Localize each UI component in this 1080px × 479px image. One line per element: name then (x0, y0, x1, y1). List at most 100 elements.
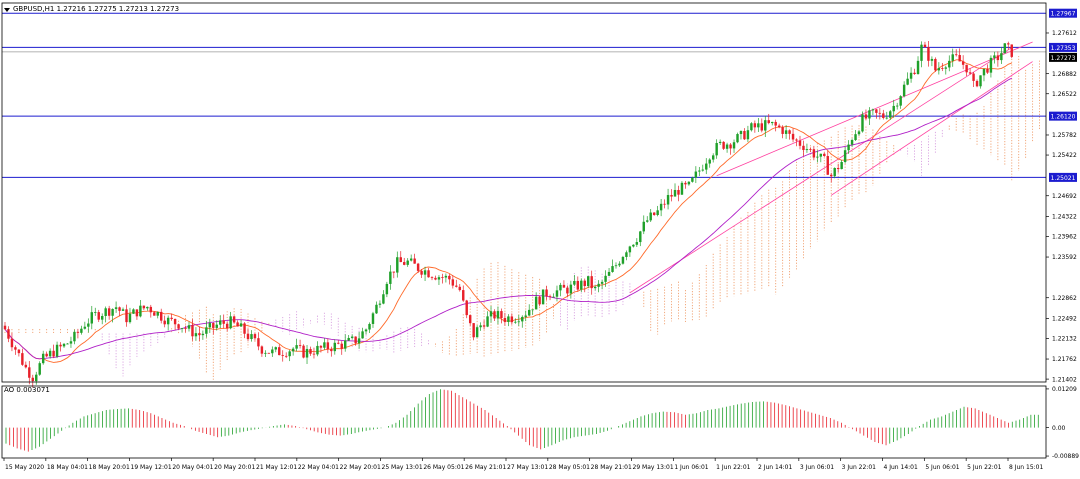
candle-body (413, 258, 416, 264)
candle-body (923, 44, 927, 48)
candle-body (24, 364, 28, 368)
candle-body (534, 296, 538, 310)
candle-body (899, 96, 902, 106)
candle-body (798, 140, 802, 146)
candle-body (264, 352, 267, 354)
ao-tick-label-1: 0.00 (1052, 425, 1066, 432)
candle-body (222, 320, 225, 324)
candle-body (510, 316, 514, 323)
candle-body (541, 289, 545, 305)
candle-body (691, 177, 694, 182)
candle-body (357, 338, 361, 344)
candle-body (982, 68, 986, 76)
candle-body (843, 150, 847, 162)
candle-body (750, 123, 753, 131)
candle-body (625, 252, 628, 257)
candle-body (48, 350, 52, 357)
candles (3, 40, 1013, 388)
candle-body (941, 68, 944, 69)
candle-body (319, 345, 323, 348)
horizontal-levels[interactable] (2, 12, 1046, 178)
price-axis[interactable]: 1.27612 1.26882 1.26522 1.25782 1.25422 1.246… (1046, 30, 1077, 383)
candle-body (212, 323, 215, 328)
candle-body (97, 312, 100, 320)
candle-body (545, 289, 548, 297)
candle-body (385, 283, 389, 295)
candle-body (14, 347, 17, 350)
candle-body (146, 306, 149, 309)
candle-body (59, 344, 62, 347)
candle-body (1000, 53, 1003, 61)
candle-body (468, 315, 472, 324)
candle-body (791, 133, 795, 140)
candle-body (656, 210, 659, 216)
candle-body (475, 327, 479, 338)
candle-body (462, 290, 465, 301)
time-tick-label-3: 19 May 12:01 (131, 464, 172, 471)
price-tick-label-5: 1.24692 (1052, 193, 1077, 200)
candle-body (444, 275, 448, 278)
candle-body (7, 329, 10, 339)
candle-body (760, 123, 764, 131)
price-badge-label-4: 1.25021 (1051, 175, 1076, 182)
candle-body (142, 305, 146, 309)
price-tick-label-7: 1.23962 (1052, 234, 1077, 241)
candle-body (28, 367, 31, 378)
candle-body (364, 329, 368, 332)
candle-body (861, 114, 864, 132)
price-tick-label-12: 1.21762 (1052, 356, 1077, 363)
candle-body (819, 153, 823, 157)
time-tick-label-10: 26 May 05:01 (423, 464, 464, 471)
candle-body (312, 353, 316, 355)
candle-body (434, 277, 437, 280)
candle-body (732, 142, 736, 149)
candle-body (729, 144, 732, 149)
trend-channel[interactable] (629, 41, 1033, 294)
candle-body (711, 155, 715, 160)
candle-body (986, 68, 989, 73)
candle-body (298, 345, 302, 346)
ao-histogram (5, 389, 1039, 452)
candle-body (392, 271, 396, 273)
candle-body (441, 277, 444, 278)
candle-body (784, 130, 788, 134)
candle-body (10, 338, 14, 348)
time-tick-label-9: 25 May 13:01 (382, 464, 423, 471)
time-tick-label-18: 2 Jun 14:01 (758, 464, 792, 471)
candle-body (743, 130, 746, 140)
candle-body (489, 311, 493, 317)
candle-body (854, 134, 857, 141)
time-axis[interactable]: 15 May 2020 18 May 04:01 18 May 20:01 19 Ma… (3, 458, 1043, 471)
candle-body (330, 349, 333, 352)
candle-body (805, 149, 809, 151)
symbol-ohlc-label: GBPUSD,H1 1.27216 1.27275 1.27213 1.2727… (13, 5, 179, 13)
candle-body (646, 220, 649, 222)
candle-body (830, 174, 833, 177)
candle-body (531, 309, 534, 311)
candle-body (135, 309, 139, 317)
price-tick-label-4: 1.25422 (1052, 152, 1077, 159)
candle-body (52, 350, 55, 357)
candle-body (840, 161, 843, 170)
candle-body (448, 275, 451, 280)
candle-body (416, 263, 420, 271)
symbol-menu-arrow-icon[interactable] (4, 8, 10, 12)
candle-body (323, 342, 326, 348)
candle-body (736, 134, 739, 143)
candle-body (614, 265, 618, 267)
candle-body (288, 351, 291, 357)
candle-body (1003, 43, 1007, 54)
price-badges: 1.27967 1.27353 1.27273 1.26120 1.25021 (1049, 8, 1077, 182)
candle-body (31, 377, 34, 382)
time-tick-label-17: 1 Jun 22:01 (716, 464, 750, 471)
price-badge-4 (1049, 172, 1077, 182)
candle-body (857, 131, 861, 135)
candle-body (225, 323, 229, 329)
candle-body (406, 260, 409, 265)
candle-body (930, 58, 934, 61)
price-tick-label-9: 1.22862 (1052, 295, 1077, 302)
candle-body (90, 312, 94, 324)
time-tick-label-12: 27 May 13:01 (507, 464, 548, 471)
